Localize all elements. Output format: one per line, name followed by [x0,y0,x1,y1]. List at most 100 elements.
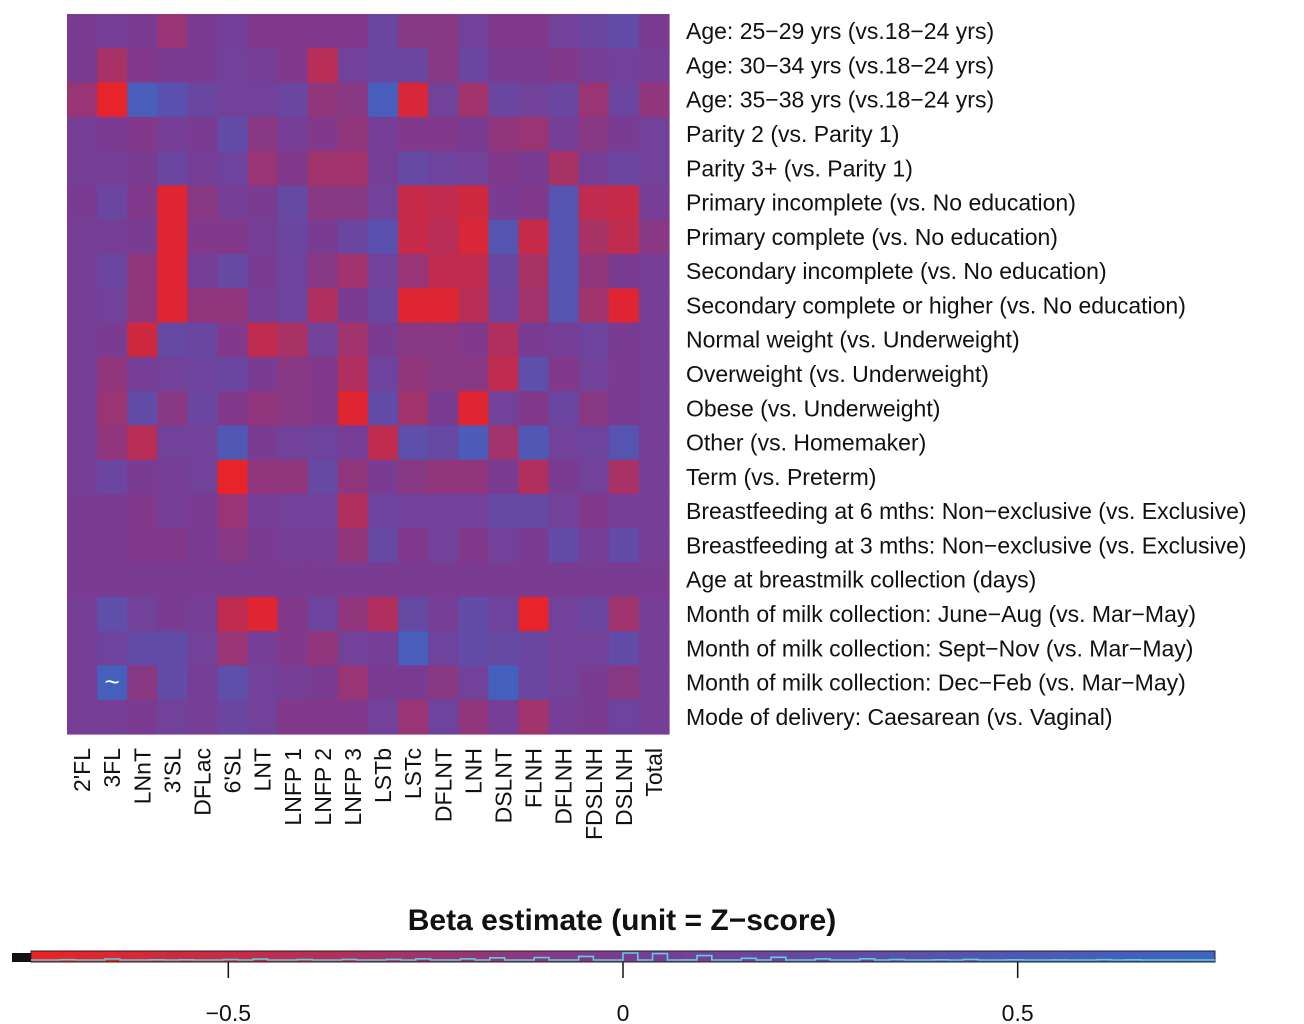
heatmap-cell [157,596,188,632]
heatmap-cell [488,185,520,221]
heatmap-cell [337,82,369,118]
heatmap-cell [127,425,158,461]
heatmap-cell [548,288,580,324]
column-label: LNFP 3 [340,748,366,826]
column-label: DFLac [189,748,215,816]
heatmap-cell [187,185,219,221]
heatmap-cell [187,48,219,84]
heatmap-cell [548,48,580,84]
heatmap-cell [337,494,369,529]
heatmap-cell [277,288,309,324]
heatmap-cell [217,151,249,187]
heatmap-cell [217,356,249,392]
heatmap-cell [428,151,459,187]
heatmap-cell [458,288,489,324]
heatmap-cell [518,356,550,392]
heatmap-cell [608,665,640,701]
heatmap-cell [638,288,670,324]
heatmap-cell [488,391,520,427]
column-label: DFLNH [551,748,577,825]
heatmap-cell [578,116,610,152]
heatmap-cell [337,631,369,667]
heatmap-cell [67,631,98,667]
heatmap-cell [518,596,550,632]
heatmap-cell [398,48,429,84]
heatmap-cell [488,459,520,495]
heatmap-cell [337,14,369,49]
heatmap-cell [548,254,580,289]
heatmap-cell [67,528,98,564]
heatmap-cell [488,14,520,49]
heatmap-cell [157,391,188,427]
heatmap-cell [157,254,188,289]
heatmap-cell [608,151,640,187]
heatmap-cell [638,665,670,701]
heatmap-cell [127,322,158,358]
heatmap-cell [638,14,670,49]
heatmap-cell [368,288,399,324]
heatmap-cell [247,82,279,118]
heatmap-cell [247,151,279,187]
heatmap-cell [458,631,489,667]
heatmap-cell [458,185,489,221]
heatmap-cell [97,699,128,735]
heatmap-cell [97,254,128,289]
heatmap-cell [518,288,550,324]
heatmap-cell [247,596,279,632]
colorbar-tick-label: 0.5 [1002,1000,1034,1024]
heatmap-cell [217,631,249,667]
heatmap-cell [578,631,610,667]
heatmap-cell [458,48,489,84]
heatmap-cell [67,219,98,255]
heatmap-cell [247,528,279,564]
heatmap-cell [428,82,459,118]
heatmap-cell [428,14,459,49]
heatmap-cell [127,562,158,598]
colorbar-ticks: −0.5 0 0.5 [206,962,1034,1024]
heatmap-cell [428,494,459,529]
heatmap-cell [548,459,580,495]
heatmap-cell [337,562,369,598]
heatmap-cell [217,185,249,221]
heatmap-cell [307,14,339,49]
heatmap-cell [187,254,219,289]
heatmap-cell [337,356,369,392]
heatmap-cell [578,151,610,187]
heatmap-cell [217,459,249,495]
heatmap-cell [638,185,670,221]
heatmap-cell [518,494,550,529]
heatmap-cell [488,116,520,152]
heatmap-cell [428,116,459,152]
heatmap-cell [458,699,489,735]
heatmap-cell [157,151,188,187]
heatmap-cell [488,562,520,598]
heatmap-cell [488,151,520,187]
heatmap-cell [277,665,309,701]
row-label: Month of milk collection: Dec−Feb (vs. M… [686,670,1186,696]
heatmap-cell [307,596,339,632]
heatmap-cell [578,699,610,735]
heatmap-cell [277,48,309,84]
heatmap-cell [307,185,339,221]
heatmap-cell [638,151,670,187]
heatmap-cell [157,48,188,84]
heatmap-cell [337,665,369,701]
row-label: Breastfeeding at 6 mths: Non−exclusive (… [686,498,1247,524]
heatmap-cell [398,288,429,324]
heatmap-cell [247,14,279,49]
column-label: LSTb [370,748,396,803]
heatmap-cell [368,14,399,49]
heatmap-cell [608,48,640,84]
heatmap-cell [247,699,279,735]
heatmap-cell [518,391,550,427]
heatmap-cell [277,459,309,495]
heatmap-cell [157,528,188,564]
heatmap-cell [157,631,188,667]
heatmap-cell [157,116,188,152]
heatmap-cell [548,82,580,118]
heatmap-cell [67,459,98,495]
heatmap-cell [398,219,429,255]
heatmap-cell [247,425,279,461]
heatmap-cell [337,254,369,289]
